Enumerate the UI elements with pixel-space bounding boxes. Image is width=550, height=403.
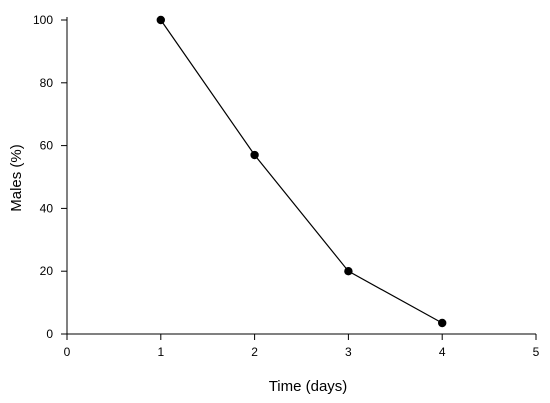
x-axis-title: Time (days): [269, 378, 348, 395]
series-line: [160, 19, 443, 324]
x-tick-label: 5: [533, 345, 540, 359]
y-axis-title: Males (%): [8, 144, 25, 212]
data-point: [156, 15, 165, 25]
x-tick-label: 4: [439, 345, 446, 359]
y-tick-label: 100: [33, 13, 53, 27]
x-tick-label: 2: [251, 345, 258, 359]
data-point: [438, 318, 447, 328]
x-tick-label: 0: [64, 345, 71, 359]
x-tick-label: 3: [345, 345, 352, 359]
y-tick-label: 0: [46, 327, 53, 341]
y-tick-label: 40: [40, 201, 54, 215]
data-point: [344, 267, 353, 276]
y-tick-label: 60: [40, 139, 54, 153]
y-tick-label: 20: [40, 264, 54, 278]
x-tick-label: 1: [157, 345, 164, 359]
y-tick-label: 80: [40, 76, 54, 90]
data-point: [250, 150, 259, 160]
plot-area: 0 1 2 3 4 5 0 20 40 60 80 100: [33, 13, 540, 359]
